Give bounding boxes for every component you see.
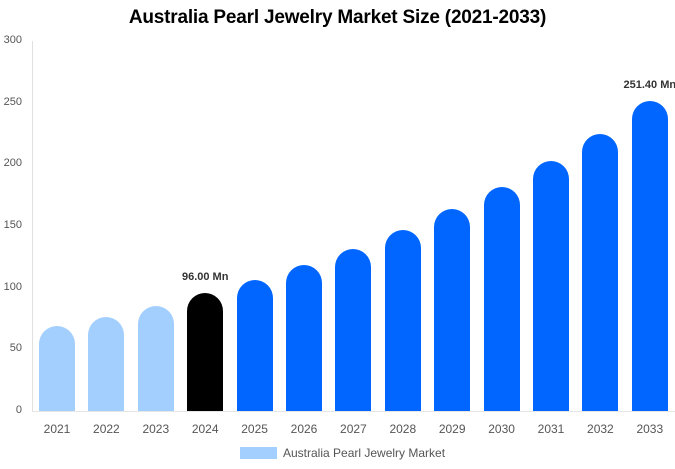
- y-tick-label: 300: [3, 34, 22, 46]
- y-axis-line: [32, 41, 33, 412]
- bar-2031[interactable]: [533, 160, 569, 411]
- y-tick-label: 100: [3, 280, 22, 293]
- y-tick-label: 150: [3, 219, 22, 231]
- data-label: 251.40 Mn: [623, 78, 675, 91]
- y-tick-label: 200: [3, 157, 22, 170]
- bar-2024[interactable]: [187, 292, 224, 411]
- bar-2027[interactable]: [335, 249, 372, 411]
- x-tick-label: 2027: [340, 422, 367, 436]
- x-tick-label: 2026: [290, 422, 318, 436]
- x-tick-label: 2021: [43, 422, 71, 436]
- bar-2023[interactable]: [137, 306, 174, 411]
- legend-swatch: [240, 447, 277, 459]
- legend-label: Australia Pearl Jewelry Market: [283, 446, 446, 460]
- y-tick-label: 50: [9, 342, 22, 355]
- bar-2026[interactable]: [286, 265, 322, 411]
- x-tick-label: 2028: [389, 422, 417, 436]
- bar-2028[interactable]: [384, 229, 421, 411]
- x-tick-label: 2022: [93, 422, 120, 436]
- x-tick-label: 2030: [488, 422, 515, 436]
- x-tick-label: 2025: [241, 422, 268, 436]
- bar-2025[interactable]: [236, 280, 273, 411]
- y-tick-label: 0: [15, 404, 22, 416]
- chart-title: Australia Pearl Jewelry Market Size (202…: [128, 7, 547, 28]
- x-tick-label: 2032: [587, 422, 614, 436]
- x-tick-label: 2031: [537, 422, 565, 436]
- bar-2029[interactable]: [434, 208, 471, 411]
- x-tick-label: 2033: [636, 422, 664, 436]
- bar-2030[interactable]: [483, 186, 520, 411]
- legend[interactable]: Australia Pearl Jewelry Market: [240, 446, 445, 460]
- y-tick-label: 250: [3, 95, 22, 108]
- bar-2022[interactable]: [88, 317, 125, 411]
- x-tick-label: 2023: [142, 422, 170, 436]
- bar-2033[interactable]: [631, 100, 668, 411]
- x-tick-label: 2024: [191, 422, 219, 436]
- x-tick-label: 2029: [438, 422, 466, 436]
- bar-2021[interactable]: [39, 325, 75, 411]
- bar-2032[interactable]: [582, 133, 619, 411]
- x-axis-line: [32, 411, 675, 412]
- data-label: 96.00 Mn: [181, 270, 229, 283]
